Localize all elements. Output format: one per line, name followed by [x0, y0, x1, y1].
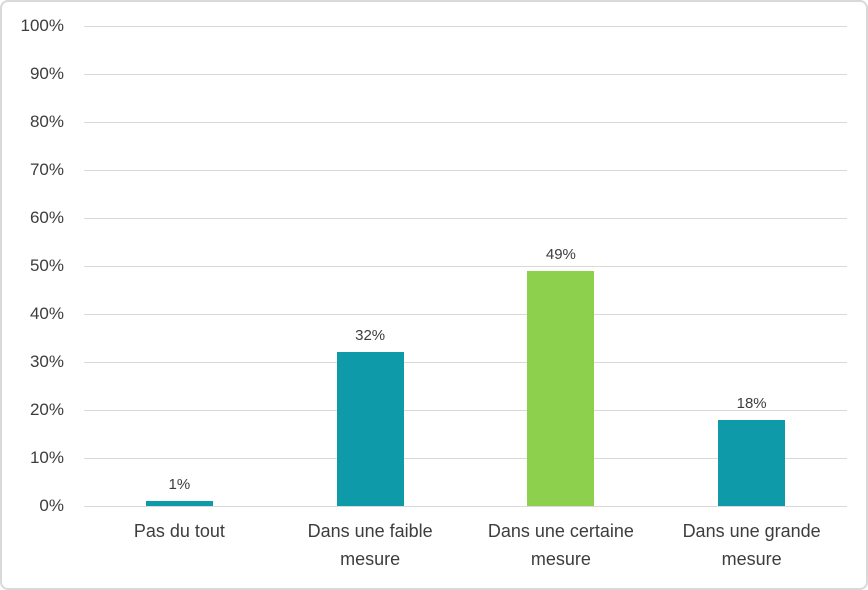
y-tick-label: 20%	[29, 400, 64, 419]
y-tick-label: 70%	[29, 160, 64, 179]
bar-4	[718, 419, 786, 506]
gridline-30%	[84, 362, 847, 363]
y-tick-label: 60%	[29, 208, 64, 227]
y-tick-label: 30%	[29, 352, 64, 371]
bar-1	[145, 501, 213, 506]
plot-area: 1% 32% 49% 18%	[84, 26, 847, 507]
y-tick-label: 90%	[29, 64, 64, 83]
y-tick-label: 40%	[29, 304, 64, 323]
gridline-100%	[84, 26, 847, 27]
bar-value-label: 32%	[355, 327, 386, 345]
x-category-label: Dans une grande mesure	[682, 521, 821, 569]
x-category-label: Pas du tout	[133, 521, 225, 541]
y-tick-label: 50%	[29, 256, 64, 275]
bar-value-label: 18%	[736, 394, 767, 412]
y-tick-label: 80%	[29, 112, 64, 131]
gridline-40%	[84, 314, 847, 315]
gridline-50%	[84, 266, 847, 267]
bar-value-label: 1%	[168, 476, 191, 494]
y-tick-label: 100%	[20, 16, 64, 35]
gridline-80%	[84, 122, 847, 123]
x-category-label: Dans une certaine mesure	[487, 521, 634, 569]
gridline-10%	[84, 458, 847, 459]
gridline-0%	[84, 506, 847, 507]
bar-value-label: 49%	[545, 245, 576, 263]
x-axis: Pas du tout Dans une faible mesure Dans un…	[84, 517, 847, 587]
gridline-90%	[84, 74, 847, 75]
bar-2	[336, 352, 404, 506]
gridline-20%	[84, 410, 847, 411]
y-tick-label: 0%	[39, 496, 64, 515]
gridline-70%	[84, 170, 847, 171]
gridline-60%	[84, 218, 847, 219]
bar-3	[527, 270, 595, 506]
y-tick-label: 10%	[29, 448, 64, 467]
x-category-label: Dans une faible mesure	[307, 521, 433, 569]
y-axis: 0% 10% 20% 30% 40% 50% 60% 70% 80% 90% 100%	[2, 16, 64, 515]
